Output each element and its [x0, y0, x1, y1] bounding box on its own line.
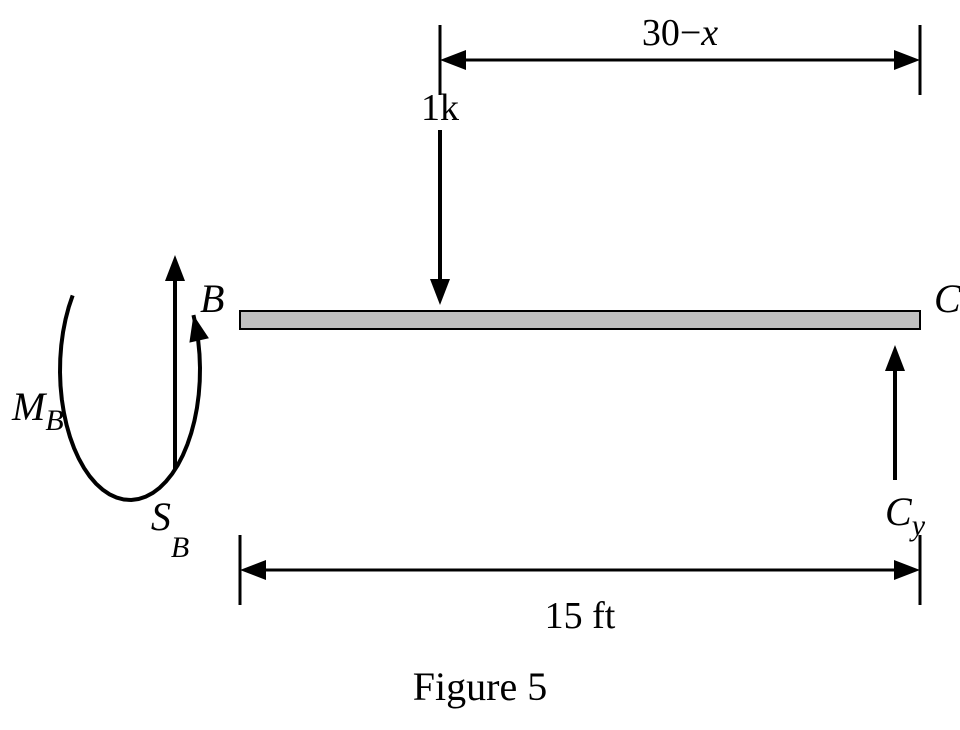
svg-text:Figure 5: Figure 5: [413, 664, 547, 709]
svg-text:15 ft: 15 ft: [545, 595, 616, 637]
svg-text:SB: SB: [151, 494, 189, 564]
fbd-figure: BC1k30−x15 ftSBCyMBFigure 5: [0, 0, 960, 730]
svg-text:30−x: 30−x: [642, 12, 718, 54]
svg-text:MB: MB: [11, 384, 64, 437]
svg-text:B: B: [200, 276, 224, 321]
svg-text:Cy: Cy: [885, 489, 926, 542]
svg-text:C: C: [934, 276, 960, 321]
